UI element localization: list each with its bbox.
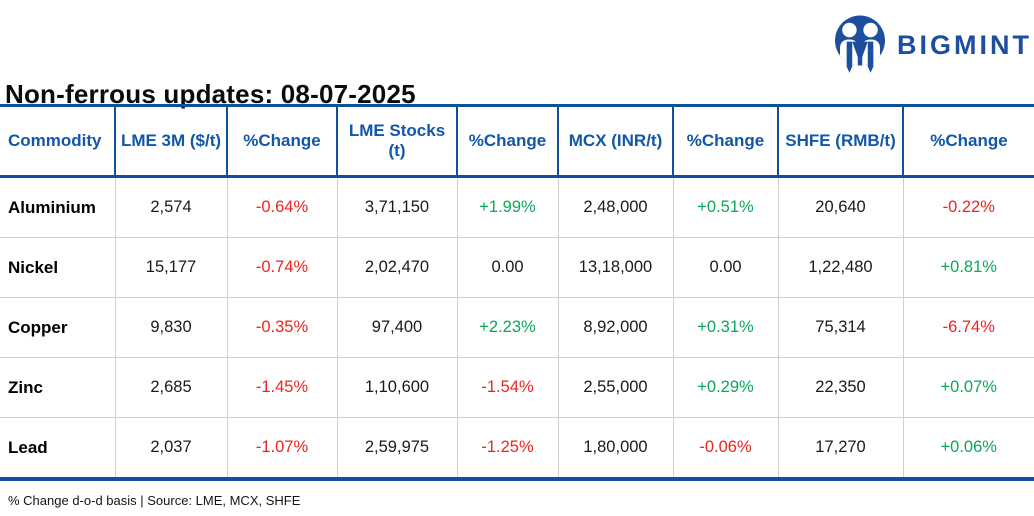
commodity-cell: Aluminium (8, 197, 96, 217)
lme-stocks-change-cell: +2.23% (456, 297, 558, 358)
mcx-cell: 1,80,000 (557, 417, 673, 479)
shfe-change-cell: +0.06% (902, 417, 1034, 479)
commodity-price-table: Commodity LME 3M ($/t) %Change LME Stock… (0, 104, 1034, 481)
col-header-shfe: SHFE (RMB/t) (777, 105, 903, 178)
shfe-change-cell: +0.07% (902, 357, 1034, 418)
lme-stocks-change-cell: -1.25% (456, 417, 558, 479)
lme-stocks-cell: 97,400 (336, 297, 457, 358)
mcx-change-cell: 0.00 (672, 237, 778, 298)
col-header-lme-3m: LME 3M ($/t) (114, 105, 227, 178)
brand-name: BIGMINT (897, 29, 1032, 60)
col-header-commodity: Commodity (0, 105, 115, 178)
lme-3m-cell: 15,177 (114, 237, 227, 298)
table-header-row: Commodity LME 3M ($/t) %Change LME Stock… (0, 105, 1034, 178)
col-header-shfe-change: %Change (902, 105, 1034, 178)
lme-stocks-cell: 1,10,600 (336, 357, 457, 418)
lme-3m-change-cell: -1.45% (226, 357, 337, 418)
lme-3m-cell: 9,830 (114, 297, 227, 358)
commodity-cell: Nickel (0, 237, 115, 298)
commodity-cell: Lead (0, 417, 115, 479)
col-header-lme-stocks: LME Stocks (t) (336, 105, 457, 178)
mcx-cell: 13,18,000 (557, 237, 673, 298)
lme-3m-change-cell: -0.74% (226, 237, 337, 298)
col-header-lme-3m-change: %Change (226, 105, 337, 178)
table-row-nickel: Nickel 15,177 -0.74% 2,02,470 0.00 13,18… (0, 237, 1034, 298)
col-header-mcx: MCX (INR/t) (557, 105, 673, 178)
mcx-change-cell: -0.06% (672, 417, 778, 479)
shfe-cell: 22,350 (777, 357, 903, 418)
lme-stocks-cell: 2,59,975 (336, 417, 457, 479)
mcx-cell: 2,48,000 (557, 176, 673, 238)
shfe-change-cell: +0.81% (902, 237, 1034, 298)
lme-3m-cell: 2,574 (114, 176, 227, 238)
lme-3m-change-cell: -0.35% (226, 297, 337, 358)
commodity-cell: Zinc (0, 357, 115, 418)
shfe-cell: 17,270 (777, 417, 903, 479)
col-header-lme-stocks-change: %Change (456, 105, 558, 178)
mcx-cell: 2,55,000 (557, 357, 673, 418)
table-row-lead: Lead 2,037 -1.07% 2,59,975 -1.25% 1,80,0… (0, 417, 1034, 479)
lme-3m-cell: 2,685 (114, 357, 227, 418)
mcx-change-cell: +0.31% (672, 297, 778, 358)
brand: BIGMINT (832, 15, 1032, 75)
lme-stocks-change-cell: +1.99% (456, 176, 558, 238)
lme-stocks-cell: 3,71,150 (336, 176, 457, 238)
footer-note: % Change d-o-d basis | Source: LME, MCX,… (8, 493, 301, 508)
lme-3m-change-cell: -1.07% (226, 417, 337, 479)
shfe-change-cell: -6.74% (902, 297, 1034, 358)
shfe-change-cell: -0.22% (902, 176, 1034, 238)
col-header-mcx-change: %Change (672, 105, 778, 178)
table-row-copper: Copper 9,830 -0.35% 97,400 +2.23% 8,92,0… (0, 297, 1034, 358)
lme-stocks-change-cell: 0.00 (456, 237, 558, 298)
commodity-cell: Copper (0, 297, 115, 358)
table-row-aluminium: Aluminium 2,574 -0.64% 3,71,150 +1.99% 2… (0, 176, 1034, 238)
lme-stocks-change-cell: -1.54% (456, 357, 558, 418)
shfe-cell: 75,314 (777, 297, 903, 358)
bigmint-logo-icon (832, 15, 888, 75)
mcx-cell: 8,92,000 (557, 297, 673, 358)
mcx-change-cell: +0.51% (672, 176, 778, 238)
lme-3m-change-cell: -0.64% (226, 176, 337, 238)
lme-3m-cell: 2,037 (114, 417, 227, 479)
shfe-cell: 1,22,480 (777, 237, 903, 298)
mcx-change-cell: +0.29% (672, 357, 778, 418)
lme-stocks-cell: 2,02,470 (336, 237, 457, 298)
table-row-zinc: Zinc 2,685 -1.45% 1,10,600 -1.54% 2,55,0… (0, 357, 1034, 418)
shfe-cell: 20,640 (777, 176, 903, 238)
